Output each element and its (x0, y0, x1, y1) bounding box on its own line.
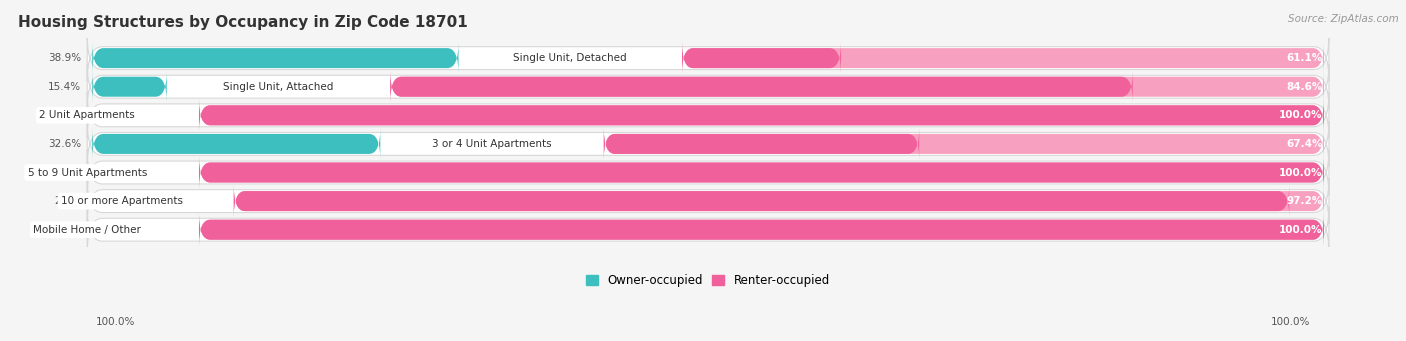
FancyBboxPatch shape (391, 71, 1324, 102)
Text: 84.6%: 84.6% (1286, 82, 1323, 92)
FancyBboxPatch shape (87, 207, 1329, 253)
FancyBboxPatch shape (87, 178, 1329, 224)
Text: Single Unit, Attached: Single Unit, Attached (224, 82, 333, 92)
FancyBboxPatch shape (603, 128, 920, 160)
FancyBboxPatch shape (200, 100, 1324, 131)
FancyBboxPatch shape (87, 150, 1329, 195)
FancyBboxPatch shape (87, 121, 1329, 167)
FancyBboxPatch shape (93, 128, 380, 160)
Text: 100.0%: 100.0% (1279, 225, 1323, 235)
FancyBboxPatch shape (603, 128, 1324, 160)
FancyBboxPatch shape (233, 186, 1289, 217)
Text: 100.0%: 100.0% (1271, 317, 1310, 327)
Text: 2.8%: 2.8% (55, 196, 82, 206)
FancyBboxPatch shape (93, 71, 167, 102)
FancyBboxPatch shape (200, 214, 1324, 246)
Text: Source: ZipAtlas.com: Source: ZipAtlas.com (1288, 14, 1399, 24)
Text: 100.0%: 100.0% (96, 317, 135, 327)
FancyBboxPatch shape (0, 188, 10, 214)
Text: 0.0%: 0.0% (55, 225, 82, 235)
Text: 32.6%: 32.6% (48, 139, 82, 149)
Text: 38.9%: 38.9% (48, 53, 82, 63)
Text: 2 Unit Apartments: 2 Unit Apartments (39, 110, 135, 120)
FancyBboxPatch shape (87, 92, 1329, 138)
FancyBboxPatch shape (200, 214, 1324, 246)
Text: 61.1%: 61.1% (1286, 53, 1323, 63)
FancyBboxPatch shape (200, 157, 1324, 188)
Text: 3 or 4 Unit Apartments: 3 or 4 Unit Apartments (432, 139, 551, 149)
FancyBboxPatch shape (93, 42, 458, 74)
FancyBboxPatch shape (87, 35, 1329, 81)
FancyBboxPatch shape (391, 71, 1133, 102)
Text: 100.0%: 100.0% (1279, 167, 1323, 178)
Text: 0.0%: 0.0% (55, 167, 82, 178)
FancyBboxPatch shape (682, 42, 841, 74)
Text: 10 or more Apartments: 10 or more Apartments (60, 196, 183, 206)
FancyBboxPatch shape (87, 64, 1329, 109)
Text: 97.2%: 97.2% (1286, 196, 1323, 206)
Text: Mobile Home / Other: Mobile Home / Other (34, 225, 141, 235)
Legend: Owner-occupied, Renter-occupied: Owner-occupied, Renter-occupied (586, 274, 830, 287)
Text: Housing Structures by Occupancy in Zip Code 18701: Housing Structures by Occupancy in Zip C… (18, 15, 468, 30)
Text: 15.4%: 15.4% (48, 82, 82, 92)
Text: 0.0%: 0.0% (55, 110, 82, 120)
Text: Single Unit, Detached: Single Unit, Detached (513, 53, 627, 63)
FancyBboxPatch shape (200, 157, 1324, 188)
Text: 5 to 9 Unit Apartments: 5 to 9 Unit Apartments (28, 167, 148, 178)
Text: 100.0%: 100.0% (1279, 110, 1323, 120)
Text: 67.4%: 67.4% (1286, 139, 1323, 149)
FancyBboxPatch shape (200, 100, 1324, 131)
FancyBboxPatch shape (682, 42, 1324, 74)
FancyBboxPatch shape (233, 186, 1324, 217)
